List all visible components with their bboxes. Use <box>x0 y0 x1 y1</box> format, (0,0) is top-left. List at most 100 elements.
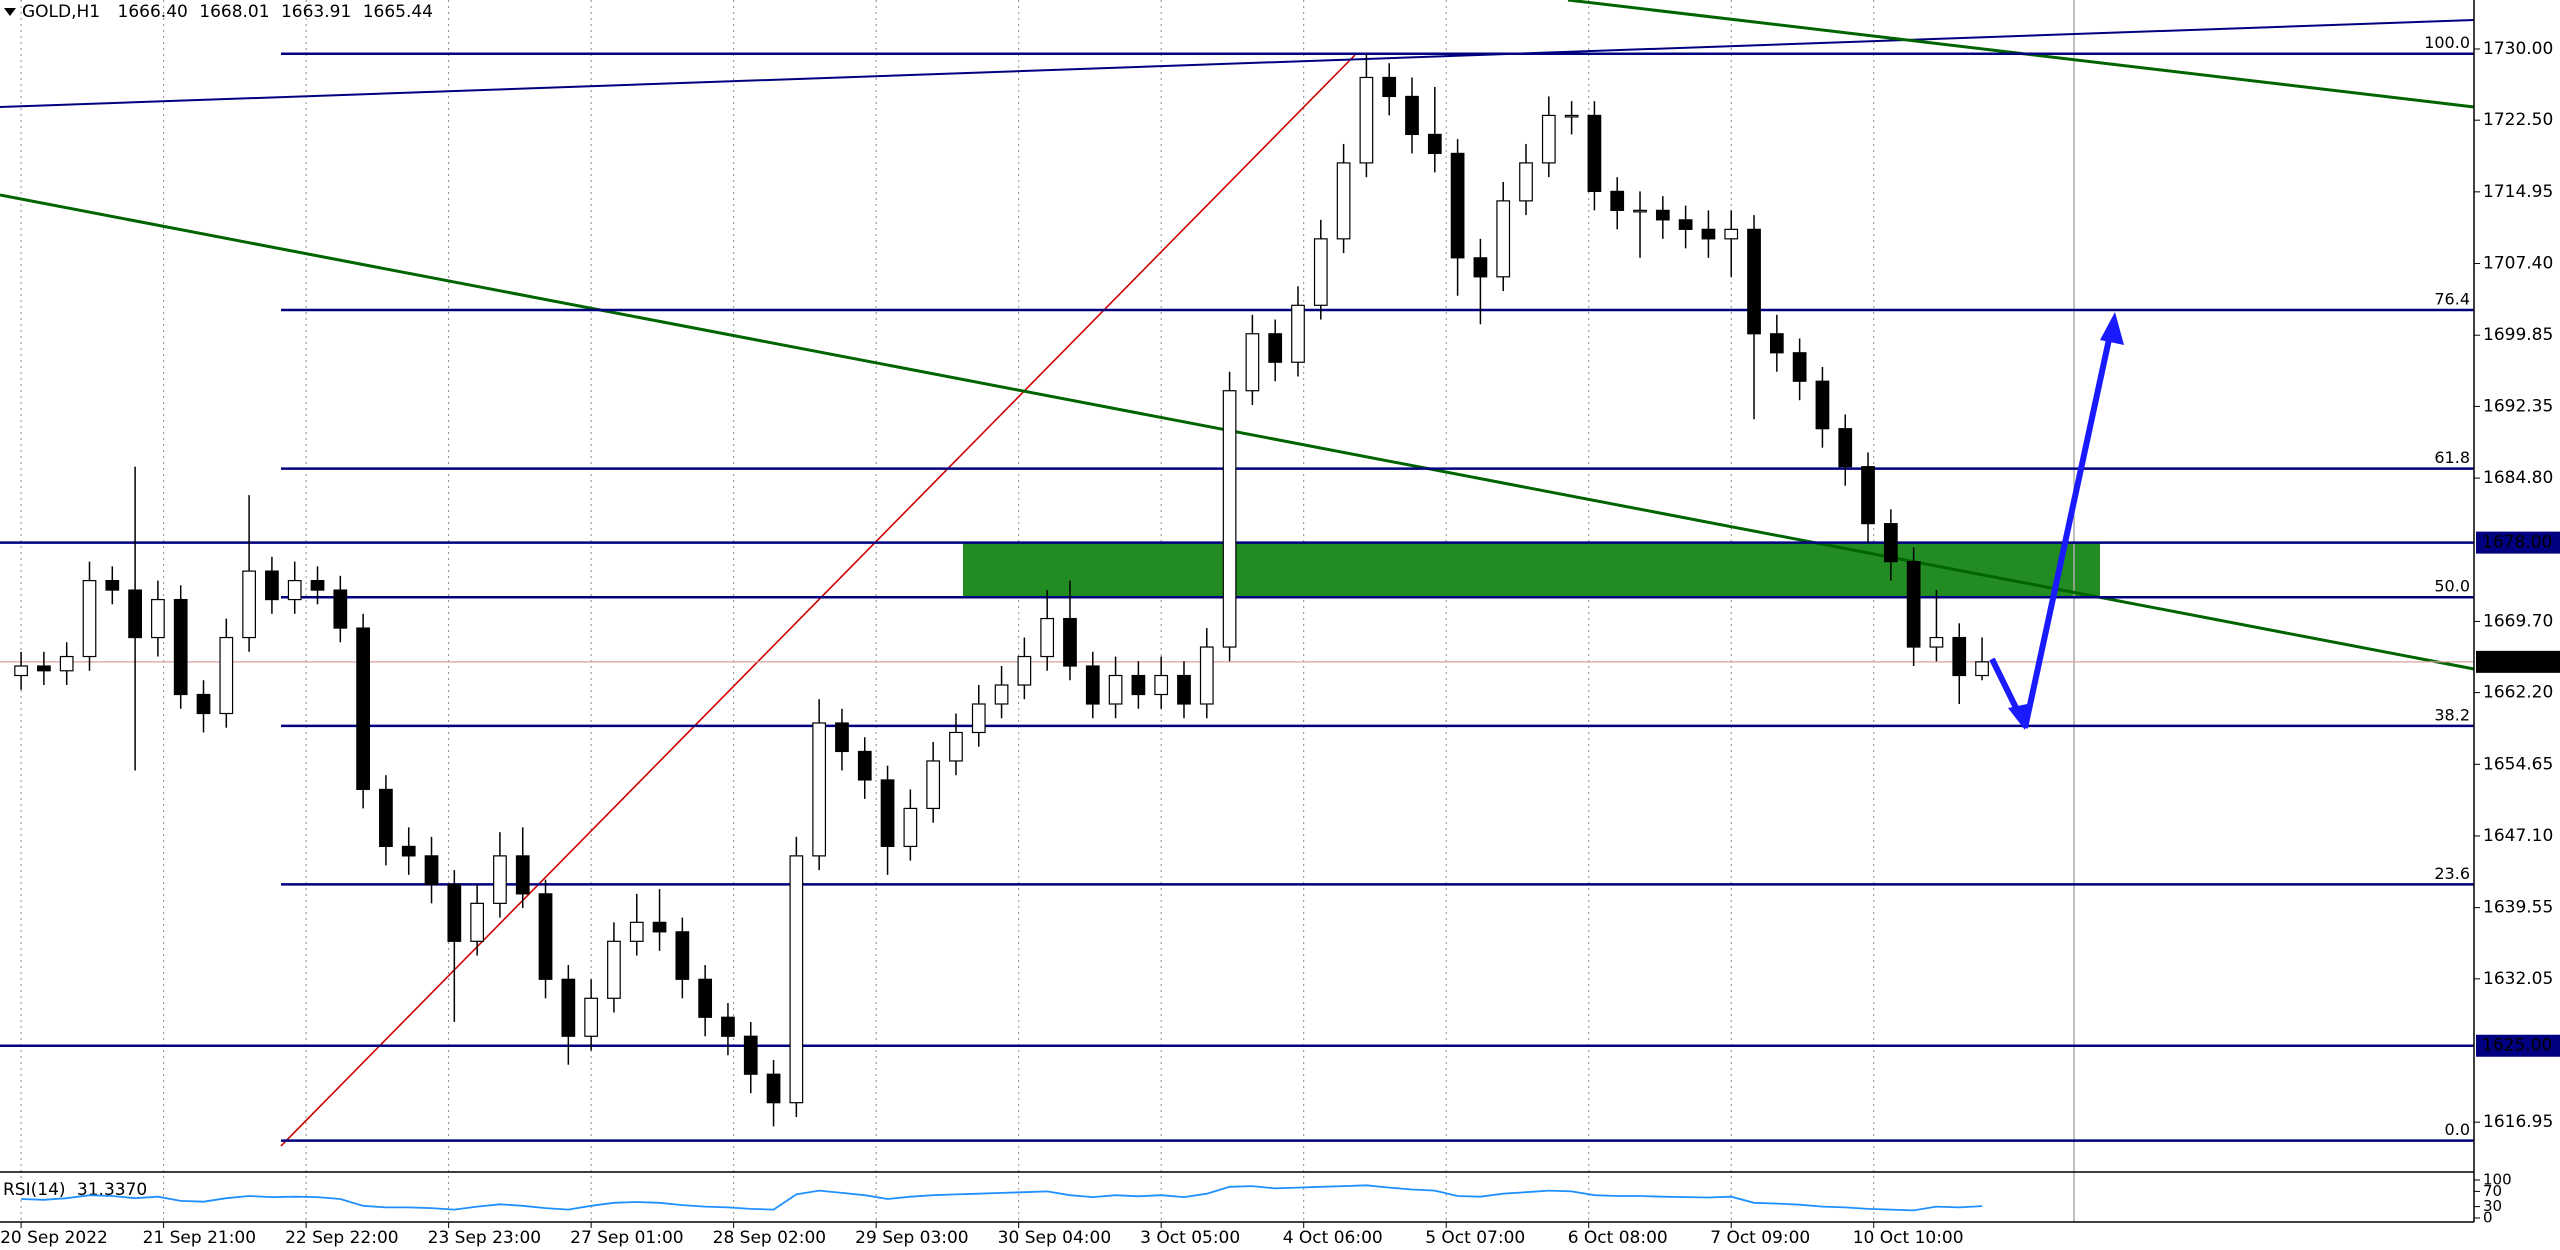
candle-body <box>721 1016 735 1037</box>
candle-body <box>857 750 872 781</box>
candle-body <box>1268 333 1283 363</box>
candle-body <box>949 731 963 762</box>
candle-body <box>14 665 28 677</box>
candle-body <box>538 893 553 980</box>
candle-body <box>994 684 1009 705</box>
rsi-line <box>21 1184 1983 1212</box>
y-tick-label: 1707.40 <box>2483 254 2553 274</box>
candle-body <box>1154 674 1169 696</box>
candle-body <box>310 579 325 591</box>
candle-body <box>242 570 256 639</box>
candle-body <box>1929 636 1944 648</box>
candle-body <box>37 665 51 672</box>
fib-label: 0.0 <box>2445 1120 2470 1139</box>
y-tick-label: 1669.70 <box>2483 611 2553 631</box>
levels: 100.0 76.4 61.8 50.0 38.2 23.6 0.0 <box>0 33 2474 1142</box>
fib-label: 38.2 <box>2434 705 2470 724</box>
candle-body <box>1701 228 1716 240</box>
y-tick-label: 1730.00 <box>2483 39 2553 59</box>
candle-body <box>971 703 986 734</box>
level-tag <box>2476 1034 2560 1057</box>
header: GOLD,H1 1666.40 1668.01 1663.91 1665.44 <box>22 2 433 22</box>
x-tick-label: 6 Oct 08:00 <box>1568 1228 1668 1248</box>
trend-line <box>0 19 2475 108</box>
candle-body <box>1496 200 1511 278</box>
candle-body <box>196 693 211 715</box>
candle-body <box>1564 114 1579 118</box>
candle-body <box>1108 674 1123 705</box>
x-tick-label: 4 Oct 06:00 <box>1283 1228 1383 1248</box>
y-tick-label: 1699.85 <box>2483 325 2553 345</box>
x-tick-label: 23 Sep 23:00 <box>428 1228 541 1248</box>
fib-label: 61.8 <box>2434 448 2470 467</box>
candle-body <box>1063 617 1077 667</box>
candle-body <box>1473 257 1488 278</box>
candle-body <box>105 579 120 591</box>
arrows <box>1989 312 2124 730</box>
rsi-tick-label: 70 <box>2483 1182 2502 1200</box>
candle-body <box>1017 655 1032 686</box>
candles <box>14 53 1989 1127</box>
candle-body <box>1655 209 1670 221</box>
candle-body <box>880 779 895 847</box>
y-tick-label: 1722.50 <box>2483 110 2553 130</box>
candle-body <box>447 883 462 942</box>
candle-body <box>1975 661 1989 677</box>
candle-body <box>1291 304 1305 363</box>
candle-body <box>173 598 188 696</box>
candle-body <box>1450 152 1465 259</box>
candle-body <box>1610 190 1625 211</box>
axis: 20 Sep 2022 21 Sep 21:00 22 Sep 22:00 23 Se… <box>0 39 2560 1248</box>
candle-body <box>1313 238 1328 306</box>
candle-body <box>1838 428 1853 468</box>
x-tick-label: 21 Sep 21:00 <box>143 1228 256 1248</box>
x-tick-label: 22 Sep 22:00 <box>285 1228 398 1248</box>
candle-body <box>1861 466 1875 525</box>
candle-body <box>812 722 827 857</box>
candle-body <box>1336 162 1351 240</box>
y-tick-label: 1662.20 <box>2483 683 2553 703</box>
candle-body <box>1541 114 1556 164</box>
candle-body <box>356 627 370 791</box>
candle-body <box>493 855 507 904</box>
y-tick-label: 1684.80 <box>2483 468 2553 488</box>
candle-body <box>1633 209 1647 213</box>
candle-body <box>1952 636 1967 677</box>
candle-body <box>1405 95 1419 136</box>
quote-open: 1666.40 <box>118 2 188 22</box>
candle-body <box>401 845 416 857</box>
candle-body <box>1587 114 1602 192</box>
y-tick-label: 1654.65 <box>2483 754 2553 774</box>
x-tick-label: 29 Sep 03:00 <box>855 1228 968 1248</box>
x-tick-label: 10 Oct 10:00 <box>1853 1228 1964 1248</box>
rsi-name: RSI(14) <box>3 1180 66 1200</box>
trend-line <box>280 54 1356 1147</box>
candle-body <box>835 722 849 753</box>
level-label: 1678.00 <box>2482 533 2552 553</box>
candle-body <box>1245 333 1260 392</box>
last-price-label: 1665.44 <box>2482 652 2552 672</box>
rsi-tick-label: 30 <box>2483 1197 2502 1215</box>
candle-body <box>1427 133 1442 155</box>
candle-body <box>743 1035 758 1075</box>
candle-body <box>926 760 941 810</box>
candle-body <box>265 570 279 601</box>
rsi-last: 31.3370 <box>77 1180 147 1200</box>
candle-body <box>789 855 804 1104</box>
x-tick-label: 28 Sep 02:00 <box>713 1228 826 1248</box>
candle-body <box>1883 523 1898 563</box>
candle-body <box>1769 333 1784 354</box>
candle-body <box>607 940 621 999</box>
x-tick-label: 20 Sep 2022 <box>0 1228 108 1248</box>
candle-body <box>128 589 142 639</box>
trend-line <box>0 193 2475 671</box>
candle-body <box>584 997 599 1037</box>
candle-body <box>59 655 74 672</box>
candle-body <box>1359 76 1374 164</box>
rsi-tick-label: 0 <box>2483 1209 2493 1227</box>
candle-body <box>1519 162 1533 202</box>
candle-body <box>333 589 348 629</box>
fib-label: 100.0 <box>2424 33 2470 52</box>
